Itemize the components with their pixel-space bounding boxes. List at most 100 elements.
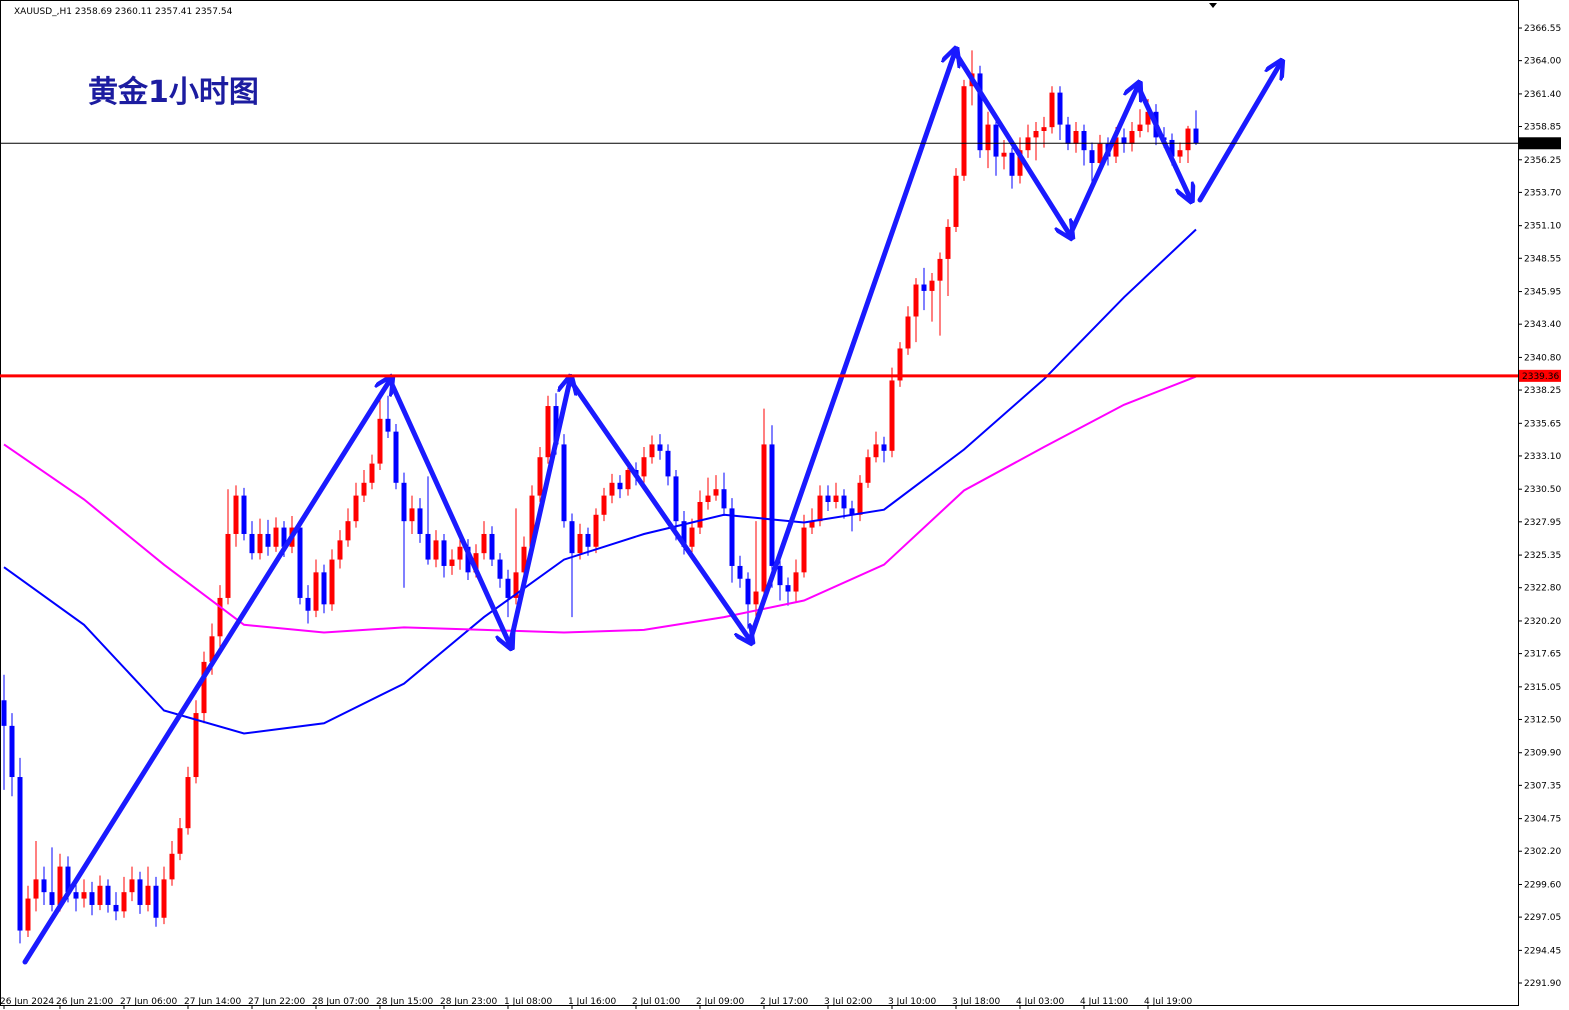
candle-body bbox=[1137, 124, 1143, 131]
candle-body bbox=[337, 540, 343, 560]
candle-body bbox=[753, 591, 759, 605]
candle-body bbox=[673, 476, 679, 522]
price-label: 2339.36 bbox=[1522, 372, 1559, 382]
candle-body bbox=[1, 700, 7, 726]
candle-body bbox=[65, 866, 71, 893]
candle-body bbox=[81, 892, 87, 899]
x-tick-label: 27 Jun 06:00 bbox=[120, 997, 177, 1007]
candle-body bbox=[297, 527, 303, 598]
arrow bbox=[507, 380, 570, 648]
candle-body bbox=[209, 636, 215, 662]
candle-body bbox=[713, 489, 719, 496]
candle-body bbox=[225, 533, 231, 598]
candle-body bbox=[265, 533, 271, 547]
candle-body bbox=[145, 885, 151, 905]
candle-body bbox=[177, 828, 183, 854]
candle-body bbox=[241, 495, 247, 534]
y-tick-label: 2356.25 bbox=[1524, 156, 1561, 166]
arrow bbox=[567, 377, 750, 640]
candle-body bbox=[121, 892, 127, 912]
candle-body bbox=[545, 406, 551, 458]
candle-body bbox=[1129, 130, 1135, 144]
candle-body bbox=[441, 540, 447, 566]
candle-body bbox=[233, 495, 239, 534]
y-tick-label: 2338.25 bbox=[1524, 386, 1561, 396]
y-tick-label: 2330.50 bbox=[1524, 485, 1561, 495]
candle-body bbox=[769, 444, 775, 566]
y-tick-label: 2312.50 bbox=[1524, 715, 1561, 725]
candle-body bbox=[129, 879, 135, 893]
y-tick-label: 2297.05 bbox=[1524, 913, 1561, 923]
candle-body bbox=[873, 444, 879, 458]
chart-title: 黄金1小时图 bbox=[88, 75, 259, 110]
candle-body bbox=[105, 885, 111, 905]
candle-body bbox=[697, 501, 703, 528]
candle-body bbox=[921, 284, 927, 291]
candle-body bbox=[897, 348, 903, 381]
candle-body bbox=[593, 514, 599, 547]
candle-body bbox=[473, 553, 479, 573]
arrow bbox=[387, 377, 510, 645]
y-tick-label: 2348.55 bbox=[1524, 254, 1561, 264]
candle-body bbox=[953, 175, 959, 227]
candle-body bbox=[457, 546, 463, 560]
candle-body bbox=[153, 885, 159, 918]
candle-body bbox=[1041, 127, 1047, 131]
candle-body bbox=[273, 527, 279, 547]
candle-body bbox=[705, 495, 711, 502]
candle-body bbox=[529, 495, 535, 547]
candle-body bbox=[985, 124, 991, 151]
candle-body bbox=[401, 482, 407, 522]
candle-body bbox=[185, 777, 191, 829]
candle-body bbox=[785, 585, 791, 592]
candle-body bbox=[1113, 137, 1119, 157]
y-tick-label: 2291.90 bbox=[1524, 979, 1561, 989]
candle-body bbox=[513, 572, 519, 598]
candle-body bbox=[481, 533, 487, 554]
candle-body bbox=[193, 713, 199, 778]
candle-body bbox=[385, 418, 391, 432]
candle-body bbox=[89, 892, 95, 905]
y-tick-label: 2333.10 bbox=[1524, 452, 1561, 462]
arrow bbox=[1197, 64, 1280, 203]
candle-body bbox=[681, 521, 687, 547]
candle-body bbox=[1049, 92, 1055, 128]
x-tick-label: 27 Jun 22:00 bbox=[248, 997, 305, 1007]
y-tick-label: 2327.95 bbox=[1524, 518, 1561, 528]
candle-body bbox=[1065, 124, 1071, 144]
candle-body bbox=[305, 597, 311, 611]
candle-body bbox=[1025, 137, 1031, 151]
candle-body bbox=[601, 495, 607, 515]
x-tick-label: 28 Jun 15:00 bbox=[376, 997, 433, 1007]
x-tick-label: 28 Jun 07:00 bbox=[312, 997, 369, 1007]
candle-body bbox=[1121, 137, 1127, 144]
moving-average bbox=[3, 228, 1197, 735]
y-tick-label: 2320.20 bbox=[1524, 617, 1561, 627]
price-label-box bbox=[1519, 369, 1561, 382]
candle-body bbox=[249, 533, 255, 554]
x-tick-label: 2 Jul 17:00 bbox=[760, 997, 809, 1007]
arrow bbox=[747, 52, 955, 643]
candle-body bbox=[745, 578, 751, 605]
candle-body bbox=[841, 495, 847, 509]
candle-body bbox=[889, 380, 895, 451]
candle-body bbox=[569, 521, 575, 554]
candle-body bbox=[281, 527, 287, 547]
x-tick-label: 26 Jun 2024 bbox=[0, 997, 54, 1007]
candle-body bbox=[1009, 152, 1015, 176]
x-tick-label: 26 Jun 21:00 bbox=[56, 997, 113, 1007]
candle-body bbox=[617, 482, 623, 490]
candle-body bbox=[913, 284, 919, 317]
y-tick-label: 2309.90 bbox=[1524, 749, 1561, 759]
candle-body bbox=[1089, 150, 1095, 163]
candle-body bbox=[689, 527, 695, 547]
candle-body bbox=[561, 444, 567, 522]
candle-body bbox=[361, 482, 367, 496]
y-tick-label: 2307.35 bbox=[1524, 781, 1561, 791]
arrow bbox=[1067, 86, 1138, 238]
header: XAUUSD_,H1 2358.69 2360.11 2357.41 2357.… bbox=[14, 7, 233, 17]
candle-body bbox=[1185, 128, 1191, 151]
candle-body bbox=[353, 495, 359, 522]
candle-body bbox=[777, 565, 783, 586]
